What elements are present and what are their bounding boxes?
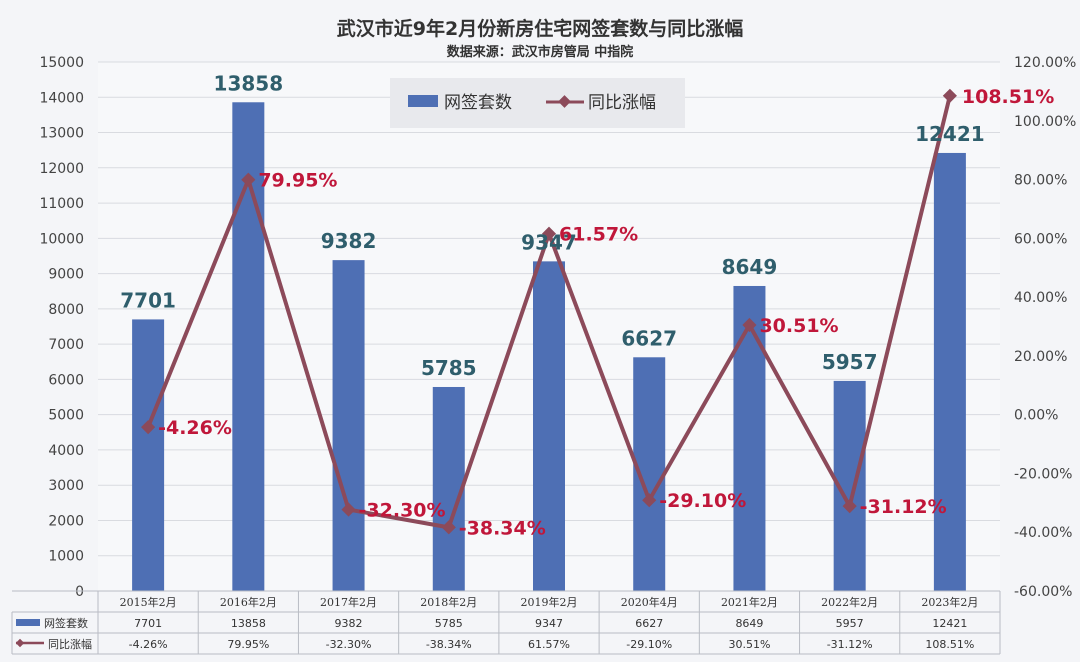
left-axis-tick: 6000 [48,372,84,388]
line-value-label: 79.95% [258,170,337,192]
x-axis-category: 2019年2月 [521,595,578,609]
line-point-marker [642,493,657,508]
x-axis-category: 2022年2月 [821,595,878,609]
line-point-marker [842,499,857,514]
line-value-label: 61.57% [559,224,638,246]
bar [933,152,966,591]
bar [132,319,165,591]
line-value-label: 108.51% [962,86,1054,108]
bar [733,285,766,591]
x-axis-category: 2016年2月 [220,595,277,609]
right-axis-tick: 80.00% [1014,173,1067,189]
table-row-header: 同比涨幅 [48,638,92,651]
chart-title: 武汉市近9年2月份新房住宅网签套数与同比涨幅 [337,17,743,40]
bar-value-label: 8649 [722,255,778,279]
table-bar-key [16,619,40,626]
line-point-marker [541,226,557,241]
legend-bar-swatch [408,95,438,107]
bar [432,386,465,591]
table-row-header: 网签套数 [44,616,88,630]
bar-value-label: 6627 [621,326,677,350]
table-cell: -38.34% [426,638,472,651]
legend-bar-label: 网签套数 [444,93,512,113]
table-cell: 7701 [134,617,162,630]
left-axis-tick: 3000 [48,478,84,494]
bar-value-label: 5957 [822,350,878,374]
left-axis-tick: 10000 [39,231,84,247]
x-axis-category: 2023年2月 [921,595,978,609]
bar-value-label: 12421 [915,122,985,146]
chart-subtitle: 数据来源：武汉市房管局 中指院 [447,44,634,60]
left-axis-tick: 15000 [39,55,84,71]
x-axis-category: 2020年4月 [621,595,678,609]
right-axis-tick: -40.00% [1014,525,1072,541]
table-cell: -4.26% [129,638,168,651]
table-cell: 79.95% [227,638,269,651]
left-axis-tick: 11000 [39,196,84,212]
line-point-marker [742,317,757,333]
left-axis-tick: 9000 [48,267,84,283]
right-axis-tick: 100.00% [1014,114,1076,130]
left-axis-tick: 7000 [48,337,84,353]
table-cell: 30.51% [728,638,770,651]
bar-value-label: 13858 [214,71,284,95]
bar-value-label: 9382 [321,229,377,253]
legend-box [390,78,685,128]
line-point-marker [141,420,156,435]
x-axis-category: 2015年2月 [120,595,177,609]
table-cell: 9347 [535,617,563,630]
right-axis-tick: 60.00% [1014,231,1067,247]
left-axis-tick: 5000 [48,408,84,424]
legend-line-label: 同比涨幅 [588,93,656,113]
right-axis-tick: -60.00% [1014,584,1072,600]
table-cell: 13858 [231,617,266,630]
bar [533,261,565,591]
bar-value-label: 5785 [421,356,477,380]
table-cell: -29.10% [626,638,672,651]
line-point-marker [241,172,256,187]
right-axis-tick: 120.00% [1014,55,1076,71]
right-axis-tick: 20.00% [1014,349,1067,365]
table-cell: 5957 [836,617,864,630]
left-axis-tick: 0 [75,584,84,600]
bar [332,260,365,591]
line-point-marker [942,88,957,103]
line-point-marker [341,502,356,517]
left-axis-tick: 12000 [39,161,84,177]
right-axis-tick: -20.00% [1014,466,1072,482]
left-axis-tick: 4000 [48,443,84,459]
line-point-marker [441,520,456,535]
table-cell: 12421 [932,617,967,630]
bar-value-label: 7701 [120,288,176,312]
table-cell: 6627 [635,617,663,630]
table-cell: -31.12% [827,638,873,651]
left-axis-tick: 1000 [48,549,84,565]
line-value-label: -38.34% [459,517,546,539]
x-axis-category: 2021年2月 [721,595,778,609]
x-axis-category: 2018年2月 [420,595,477,609]
bar-value-label: 9347 [521,230,577,254]
line-value-label: 30.51% [759,315,838,337]
line-value-label: -4.26% [158,417,232,439]
table-cell: 9382 [335,617,363,630]
right-axis-tick: 40.00% [1014,290,1067,306]
left-axis-tick: 8000 [48,302,84,318]
line-value-label: -31.12% [860,496,947,518]
table-cell: 8649 [735,617,763,630]
table-cell: 61.57% [528,638,570,651]
right-axis-tick: 0.00% [1014,408,1058,424]
table-line-key-marker [15,638,25,648]
table-cell: -32.30% [326,638,372,651]
left-axis-tick: 13000 [39,126,84,142]
table-cell: 108.51% [925,638,974,651]
left-axis-tick: 2000 [48,513,84,529]
left-axis-tick: 14000 [39,90,84,106]
line-value-label: -32.30% [359,500,446,522]
line-value-label: -29.10% [659,490,746,512]
x-axis-category: 2017年2月 [320,595,377,609]
table-cell: 5785 [435,617,463,630]
